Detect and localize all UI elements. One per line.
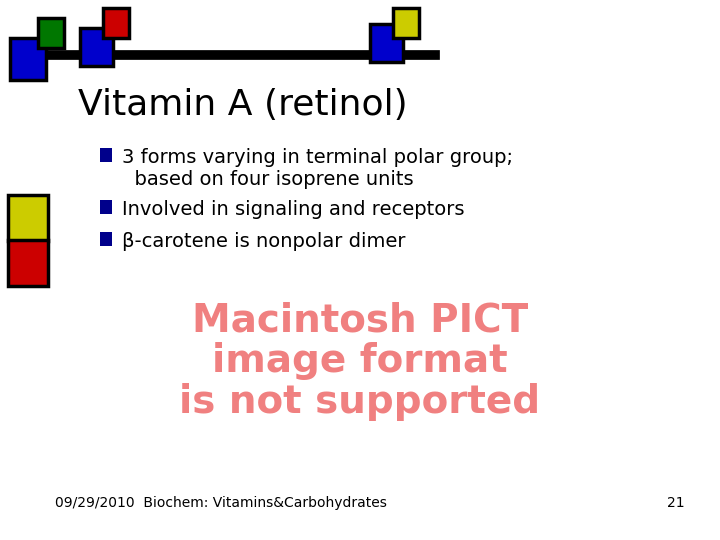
Text: β-carotene is nonpolar dimer: β-carotene is nonpolar dimer [122, 232, 405, 251]
Text: is not supported: is not supported [179, 383, 541, 421]
Text: 09/29/2010  Biochem: Vitamins&Carbohydrates: 09/29/2010 Biochem: Vitamins&Carbohydrat… [55, 496, 387, 510]
Text: Vitamin A (retinol): Vitamin A (retinol) [78, 88, 408, 122]
Text: 3 forms varying in terminal polar group;
  based on four isoprene units: 3 forms varying in terminal polar group;… [122, 148, 513, 189]
Bar [8, 195, 48, 241]
Bar [393, 8, 419, 38]
Bar [370, 24, 403, 62]
Bar [38, 18, 64, 48]
Bar [100, 148, 112, 162]
Bar [10, 38, 46, 80]
Bar [100, 232, 112, 246]
Bar [8, 240, 48, 286]
Bar [103, 8, 129, 38]
Text: image format: image format [212, 342, 508, 380]
Bar [100, 200, 112, 214]
Text: Macintosh PICT: Macintosh PICT [192, 302, 528, 340]
Text: 21: 21 [667, 496, 685, 510]
Text: Involved in signaling and receptors: Involved in signaling and receptors [122, 200, 464, 219]
Bar [80, 28, 113, 66]
